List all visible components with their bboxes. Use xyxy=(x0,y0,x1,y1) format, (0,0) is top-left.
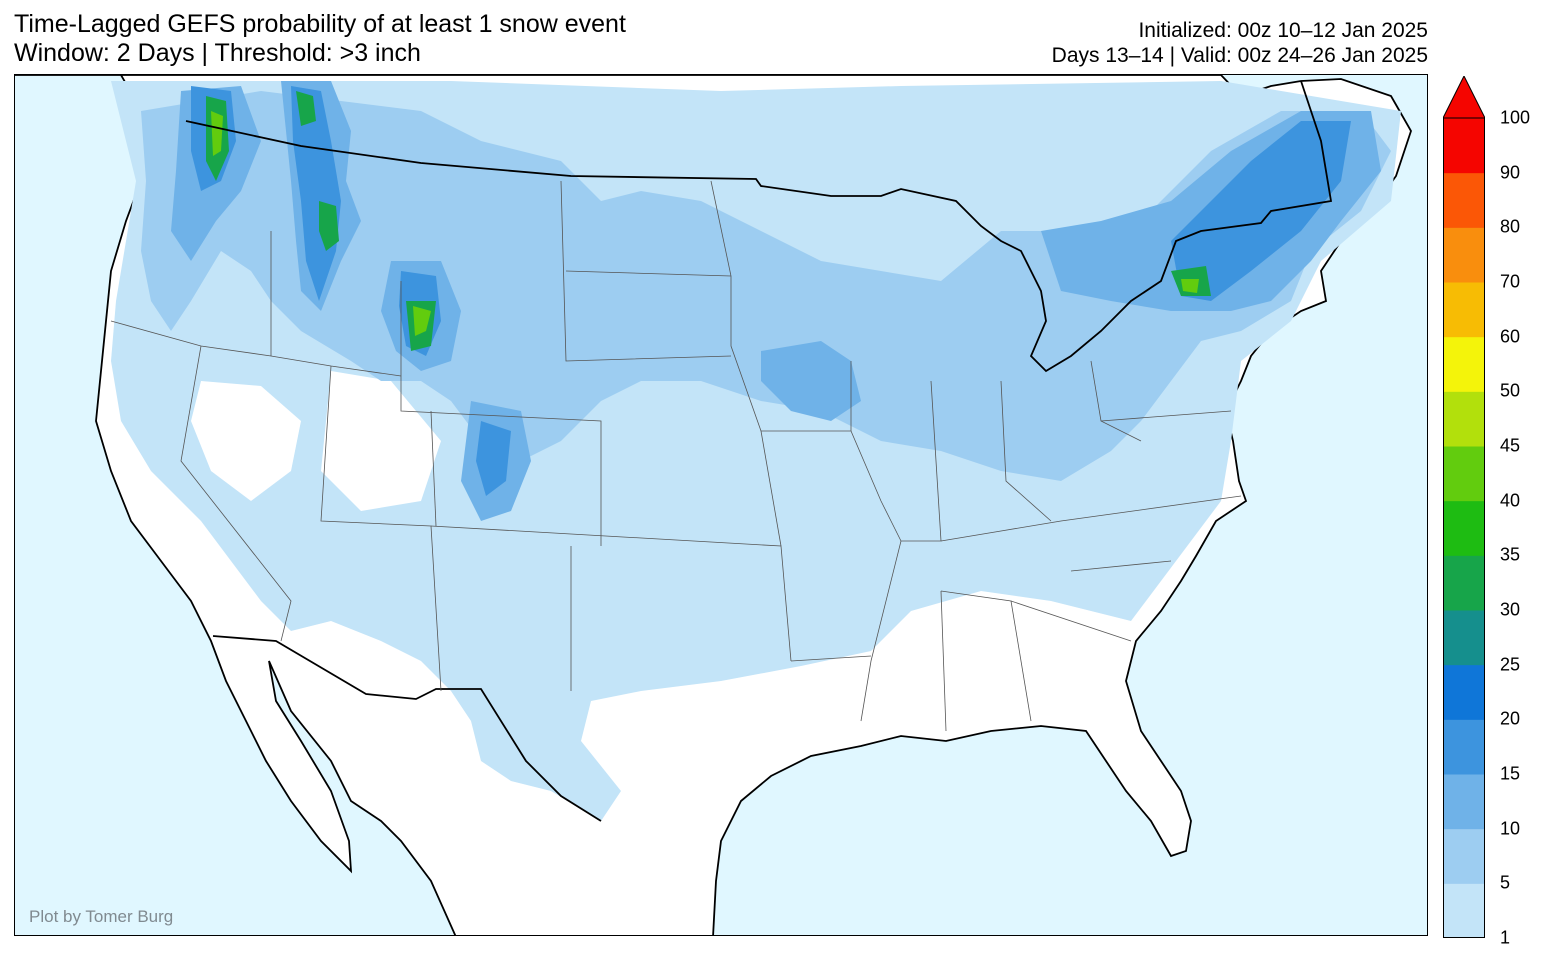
colorbar-tick-label: 25 xyxy=(1500,654,1521,675)
colorbar-extend-arrow xyxy=(1443,76,1485,119)
colorbar-segment xyxy=(1443,664,1485,720)
colorbar-segment xyxy=(1443,610,1485,666)
colorbar-segment xyxy=(1443,446,1485,502)
colorbar-tick-label: 50 xyxy=(1500,380,1521,401)
colorbar-tick-label: 45 xyxy=(1500,435,1521,456)
colorbar-tick-label: 30 xyxy=(1500,599,1521,620)
map-svg xyxy=(15,75,1412,935)
snow-probability-shading xyxy=(111,81,1401,821)
colorbar-segment xyxy=(1443,828,1485,884)
colorbar-segment xyxy=(1443,391,1485,447)
colorbar-segment xyxy=(1443,719,1485,775)
colorbar-segment xyxy=(1443,500,1485,556)
colorbar-tick-label: 70 xyxy=(1500,271,1521,292)
colorbar-tick-label: 60 xyxy=(1500,326,1521,347)
colorbar-tick-label: 35 xyxy=(1500,544,1521,565)
state-borders xyxy=(110,180,1242,732)
map-panel: Plot by Tomer Burg xyxy=(14,74,1428,936)
map-info: Initialized: 00z 10–12 Jan 2025 Days 13–… xyxy=(1052,18,1428,68)
colorbar xyxy=(1443,76,1485,938)
colorbar-tick-label: 10 xyxy=(1500,818,1521,839)
colorbar-segment xyxy=(1443,555,1485,611)
colorbar-outline xyxy=(1443,117,1485,938)
colorbar-segment xyxy=(1443,883,1485,938)
info-line-1: Initialized: 00z 10–12 Jan 2025 xyxy=(1138,19,1428,42)
colorbar-tick-label: 100 xyxy=(1500,107,1531,128)
colorbar-segment xyxy=(1443,118,1485,174)
colorbar-segment xyxy=(1443,336,1485,392)
map-title: Time-Lagged GEFS probability of at least… xyxy=(14,10,626,68)
colorbar-segment xyxy=(1443,282,1485,338)
title-line-1: Time-Lagged GEFS probability of at least… xyxy=(14,10,626,38)
country-borders xyxy=(185,80,1333,822)
colorbar-segment xyxy=(1443,172,1485,228)
colorbar-tick-label: 20 xyxy=(1500,708,1521,729)
colorbar-tick-label: 90 xyxy=(1500,162,1521,183)
colorbar-tick-label: 80 xyxy=(1500,216,1521,237)
info-line-2: Days 13–14 | Valid: 00z 24–26 Jan 2025 xyxy=(1051,44,1428,67)
colorbar-segment xyxy=(1443,774,1485,830)
colorbar-tick-label: 5 xyxy=(1500,872,1511,893)
colorbar-segment xyxy=(1443,227,1485,283)
colorbar-tick-label: 40 xyxy=(1500,490,1521,511)
title-line-2: Window: 2 Days | Threshold: >3 inch xyxy=(14,39,421,67)
colorbar-tick-label: 1 xyxy=(1500,927,1511,948)
colorbar-tick-label: 15 xyxy=(1500,763,1521,784)
plot-credit: Plot by Tomer Burg xyxy=(29,907,174,926)
